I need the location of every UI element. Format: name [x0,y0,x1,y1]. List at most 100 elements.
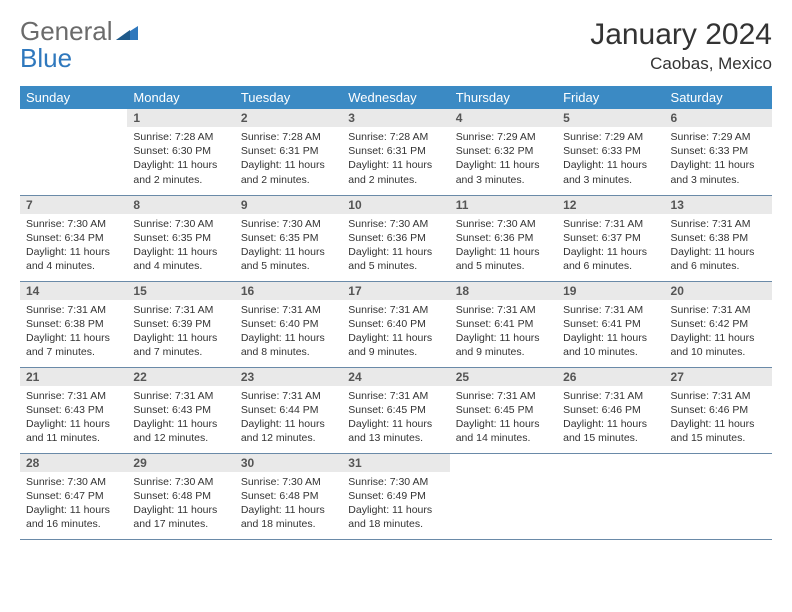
daylight-text-1: Daylight: 11 hours [563,331,658,345]
daylight-text-2: and 13 minutes. [348,431,443,445]
daylight-text-1: Daylight: 11 hours [26,417,121,431]
daylight-text-2: and 4 minutes. [133,259,228,273]
day-number: 14 [20,282,127,300]
brand-text-2: Blue [20,43,72,73]
sunset-text: Sunset: 6:44 PM [241,403,336,417]
day-content: Sunrise: 7:31 AMSunset: 6:40 PMDaylight:… [342,300,449,363]
calendar-day-cell: 12Sunrise: 7:31 AMSunset: 6:37 PMDayligh… [557,195,664,281]
daylight-text-2: and 14 minutes. [456,431,551,445]
calendar-day-cell: 6Sunrise: 7:29 AMSunset: 6:33 PMDaylight… [665,109,772,195]
sunrise-text: Sunrise: 7:31 AM [133,389,228,403]
sunset-text: Sunset: 6:42 PM [671,317,766,331]
title-block: January 2024 Caobas, Mexico [590,18,772,74]
sunset-text: Sunset: 6:41 PM [563,317,658,331]
daylight-text-2: and 5 minutes. [456,259,551,273]
brand-text-1: General [20,16,113,46]
day-number: 7 [20,196,127,214]
daylight-text-2: and 2 minutes. [133,173,228,187]
daylight-text-2: and 7 minutes. [133,345,228,359]
day-number: 28 [20,454,127,472]
daylight-text-2: and 10 minutes. [563,345,658,359]
sunset-text: Sunset: 6:40 PM [348,317,443,331]
day-content: Sunrise: 7:31 AMSunset: 6:45 PMDaylight:… [342,386,449,449]
sunrise-text: Sunrise: 7:31 AM [26,303,121,317]
day-content: Sunrise: 7:28 AMSunset: 6:30 PMDaylight:… [127,127,234,190]
weekday-header: Saturday [665,86,772,109]
day-number: 16 [235,282,342,300]
day-content: Sunrise: 7:29 AMSunset: 6:33 PMDaylight:… [665,127,772,190]
daylight-text-2: and 15 minutes. [563,431,658,445]
day-content: Sunrise: 7:30 AMSunset: 6:48 PMDaylight:… [127,472,234,535]
sunrise-text: Sunrise: 7:31 AM [563,217,658,231]
day-number: 25 [450,368,557,386]
daylight-text-2: and 5 minutes. [241,259,336,273]
sunrise-text: Sunrise: 7:31 AM [456,303,551,317]
sunset-text: Sunset: 6:31 PM [241,144,336,158]
daylight-text-1: Daylight: 11 hours [241,331,336,345]
daylight-text-2: and 3 minutes. [563,173,658,187]
weekday-header: Friday [557,86,664,109]
calendar-day-cell: 24Sunrise: 7:31 AMSunset: 6:45 PMDayligh… [342,367,449,453]
daylight-text-1: Daylight: 11 hours [563,245,658,259]
daylight-text-1: Daylight: 11 hours [563,417,658,431]
day-number: 31 [342,454,449,472]
calendar-day-cell: 23Sunrise: 7:31 AMSunset: 6:44 PMDayligh… [235,367,342,453]
calendar-day-cell: 2Sunrise: 7:28 AMSunset: 6:31 PMDaylight… [235,109,342,195]
calendar-day-cell: 31Sunrise: 7:30 AMSunset: 6:49 PMDayligh… [342,453,449,539]
day-content: Sunrise: 7:30 AMSunset: 6:36 PMDaylight:… [342,214,449,277]
daylight-text-2: and 18 minutes. [241,517,336,531]
day-number: 17 [342,282,449,300]
day-number: 13 [665,196,772,214]
daylight-text-1: Daylight: 11 hours [133,158,228,172]
sunset-text: Sunset: 6:38 PM [671,231,766,245]
sunrise-text: Sunrise: 7:31 AM [133,303,228,317]
daylight-text-2: and 9 minutes. [456,345,551,359]
daylight-text-1: Daylight: 11 hours [133,503,228,517]
day-number: 2 [235,109,342,127]
daylight-text-2: and 10 minutes. [671,345,766,359]
day-content: Sunrise: 7:31 AMSunset: 6:41 PMDaylight:… [557,300,664,363]
sunset-text: Sunset: 6:45 PM [348,403,443,417]
daylight-text-2: and 18 minutes. [348,517,443,531]
calendar-day-cell: 25Sunrise: 7:31 AMSunset: 6:45 PMDayligh… [450,367,557,453]
sunset-text: Sunset: 6:37 PM [563,231,658,245]
sunrise-text: Sunrise: 7:31 AM [563,389,658,403]
sunset-text: Sunset: 6:46 PM [563,403,658,417]
calendar-day-cell: 19Sunrise: 7:31 AMSunset: 6:41 PMDayligh… [557,281,664,367]
daylight-text-2: and 16 minutes. [26,517,121,531]
brand-logo: GeneralBlue [20,18,138,73]
daylight-text-2: and 9 minutes. [348,345,443,359]
calendar-day-cell [20,109,127,195]
day-content: Sunrise: 7:31 AMSunset: 6:43 PMDaylight:… [20,386,127,449]
day-number: 19 [557,282,664,300]
calendar-day-cell [450,453,557,539]
sunrise-text: Sunrise: 7:30 AM [348,475,443,489]
calendar-day-cell: 3Sunrise: 7:28 AMSunset: 6:31 PMDaylight… [342,109,449,195]
day-content: Sunrise: 7:31 AMSunset: 6:46 PMDaylight:… [557,386,664,449]
calendar-day-cell: 26Sunrise: 7:31 AMSunset: 6:46 PMDayligh… [557,367,664,453]
daylight-text-2: and 3 minutes. [671,173,766,187]
sunrise-text: Sunrise: 7:31 AM [241,389,336,403]
daylight-text-1: Daylight: 11 hours [26,331,121,345]
calendar-week-row: 7Sunrise: 7:30 AMSunset: 6:34 PMDaylight… [20,195,772,281]
sunrise-text: Sunrise: 7:30 AM [348,217,443,231]
sunset-text: Sunset: 6:31 PM [348,144,443,158]
day-content: Sunrise: 7:31 AMSunset: 6:41 PMDaylight:… [450,300,557,363]
calendar-day-cell: 11Sunrise: 7:30 AMSunset: 6:36 PMDayligh… [450,195,557,281]
day-number: 23 [235,368,342,386]
weekday-header: Wednesday [342,86,449,109]
daylight-text-2: and 2 minutes. [241,173,336,187]
daylight-text-2: and 2 minutes. [348,173,443,187]
weekday-header-row: Sunday Monday Tuesday Wednesday Thursday… [20,86,772,109]
daylight-text-2: and 11 minutes. [26,431,121,445]
calendar-table: Sunday Monday Tuesday Wednesday Thursday… [20,86,772,540]
calendar-day-cell: 27Sunrise: 7:31 AMSunset: 6:46 PMDayligh… [665,367,772,453]
sunset-text: Sunset: 6:46 PM [671,403,766,417]
sunrise-text: Sunrise: 7:28 AM [241,130,336,144]
day-number: 21 [20,368,127,386]
calendar-day-cell: 5Sunrise: 7:29 AMSunset: 6:33 PMDaylight… [557,109,664,195]
calendar-week-row: 21Sunrise: 7:31 AMSunset: 6:43 PMDayligh… [20,367,772,453]
day-number: 26 [557,368,664,386]
calendar-day-cell: 21Sunrise: 7:31 AMSunset: 6:43 PMDayligh… [20,367,127,453]
daylight-text-1: Daylight: 11 hours [241,245,336,259]
